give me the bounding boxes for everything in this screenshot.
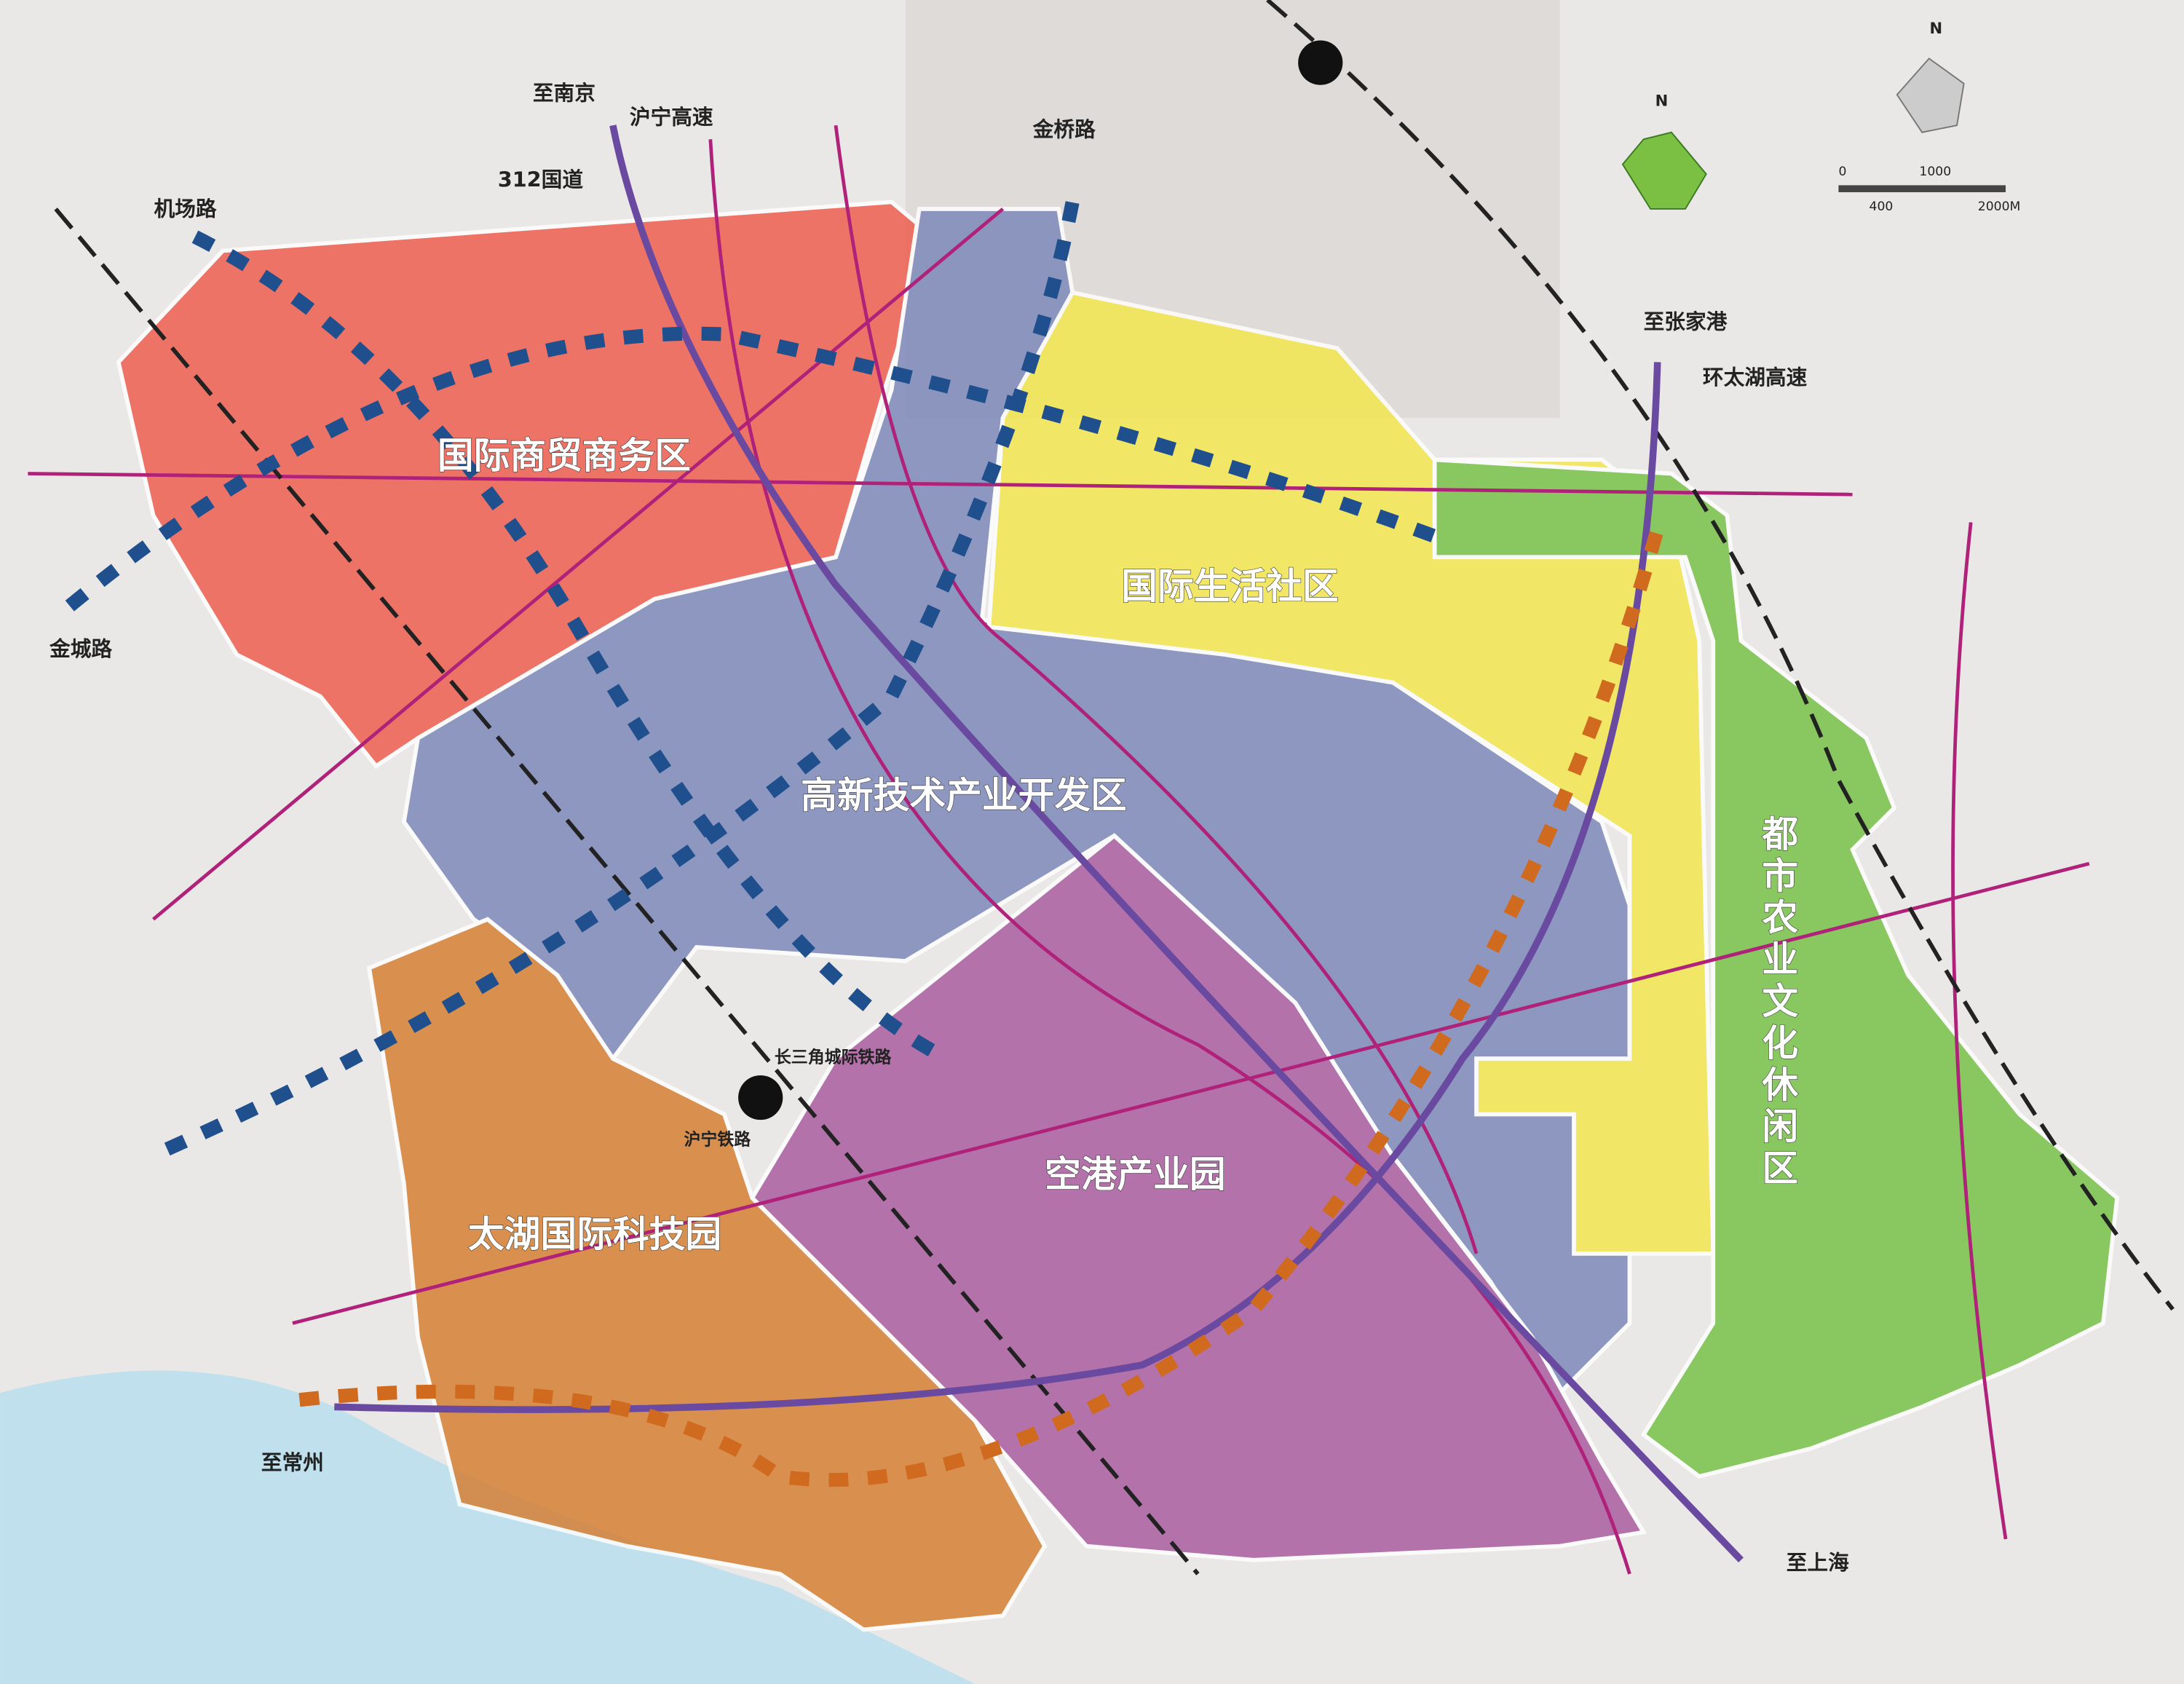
road-label: 至张家港 [1644,309,1728,334]
district-label: 太湖国际科技园 [468,1213,721,1255]
road-label: 沪宁高速 [630,104,713,129]
scale-label: 400 [1870,199,1894,214]
road-label: 机场路 [154,197,217,221]
district-label: 高新技术产业开发区 [801,775,1127,817]
district-label: 空港产业园 [1045,1153,1226,1195]
zone-airport [749,833,1647,1562]
roads [28,0,2175,1576]
station [1298,40,1343,85]
compass-rose [1621,58,2006,210]
district-label: 国际商贸商务区 [438,435,691,477]
zone-taihu [366,917,1048,1632]
inset-rose [1621,131,1707,210]
railway [54,207,1200,1576]
district-label: 国际生活社区 [1121,566,1338,608]
road-label: 金桥路 [1032,116,1096,141]
road-label: 至常州 [261,1450,324,1474]
road [292,861,2090,1325]
road-label: 环太湖高速 [1703,365,1808,390]
north-label: N [1930,19,1943,37]
road [1951,522,2008,1540]
road-label: 金城路 [49,636,112,661]
scale-bar [1838,185,2006,193]
road-label: 312国道 [498,167,584,191]
road [152,207,1005,921]
metro-line [298,527,1664,1487]
scale-label: 0 [1838,165,1846,179]
lake [0,1370,976,1684]
expressway [334,362,1661,1413]
scale-label: 2000M [1978,199,2021,214]
metro-line [164,200,1080,1156]
railway [1266,0,2175,1311]
road-label: 至上海 [1787,1550,1849,1575]
road-label: 至南京 [533,81,596,106]
rail-label: 长三角城际铁路 [775,1048,893,1067]
rail-label: 沪宁铁路 [684,1130,751,1150]
wind-rose [1896,58,1965,133]
road [28,472,1853,497]
zone-agri [1432,457,2120,1479]
road [834,124,1479,1254]
scale-label: 1000 [1919,165,1951,179]
expressway [609,124,1744,1563]
station [738,1075,783,1120]
district-label: 都市农业文化休闲区 [1756,815,1799,1191]
road [708,139,1631,1575]
metro-line [191,230,951,1065]
north-label: N [1655,91,1669,109]
